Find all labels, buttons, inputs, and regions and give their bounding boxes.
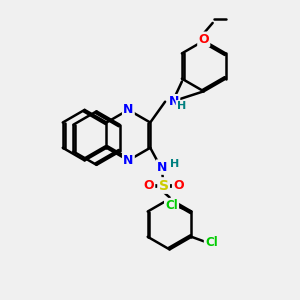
Text: Cl: Cl (165, 199, 178, 212)
Text: N: N (123, 103, 134, 116)
Text: H: H (170, 159, 179, 169)
Text: O: O (143, 179, 154, 192)
Text: N: N (123, 154, 134, 167)
Text: S: S (159, 178, 169, 193)
Text: H: H (177, 101, 186, 111)
Text: O: O (173, 179, 184, 192)
Text: N: N (169, 95, 179, 108)
Text: N: N (157, 160, 167, 174)
Text: Cl: Cl (205, 236, 218, 249)
Text: O: O (198, 33, 209, 46)
